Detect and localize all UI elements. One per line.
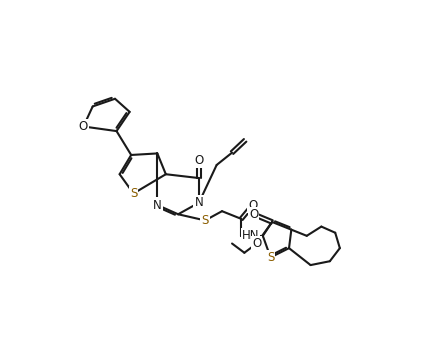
Text: O: O [79, 120, 88, 133]
Text: O: O [194, 154, 203, 167]
Text: S: S [130, 187, 137, 200]
Text: HN: HN [242, 229, 259, 242]
Text: N: N [153, 199, 162, 212]
Text: S: S [267, 251, 274, 264]
Text: O: O [252, 237, 261, 250]
Text: S: S [202, 214, 209, 227]
Text: N: N [194, 196, 203, 209]
Text: O: O [249, 208, 258, 221]
Text: O: O [248, 199, 257, 212]
